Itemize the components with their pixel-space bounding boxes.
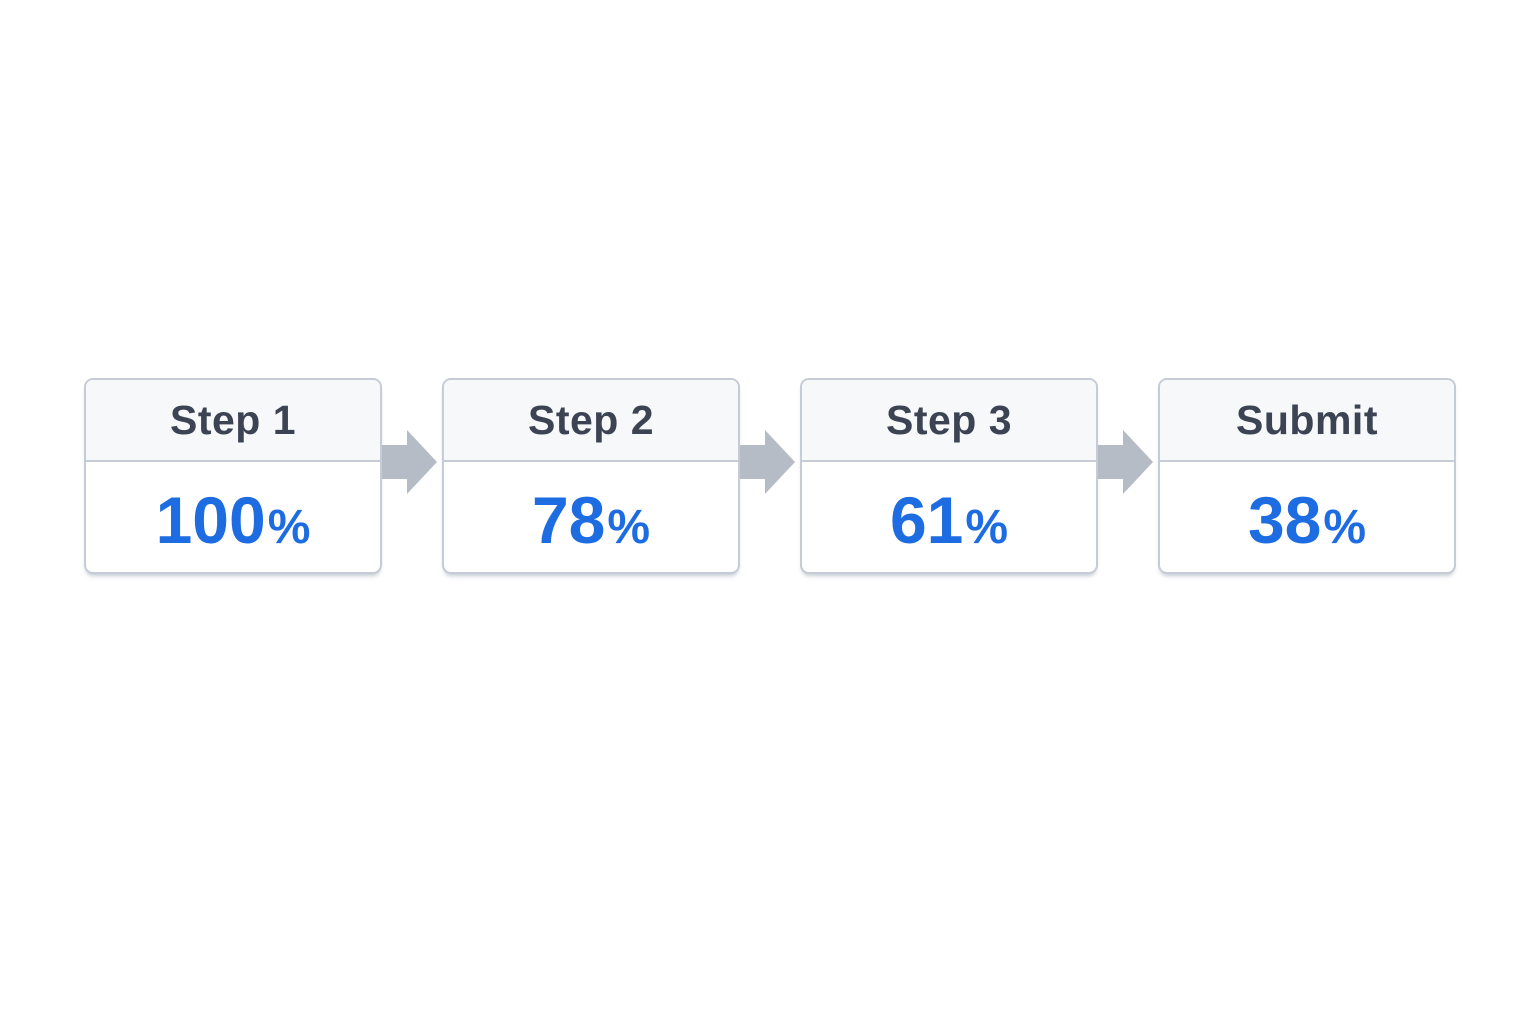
step-value-unit: % <box>607 501 651 554</box>
step-value-number: 38 <box>1247 483 1322 557</box>
funnel-step-card: Submit 38 % <box>1158 378 1456 574</box>
step-label: Step 1 <box>169 396 297 443</box>
step-card-body: 78 % <box>444 462 738 572</box>
arrow-cell <box>740 378 800 574</box>
arrow-right-icon <box>382 430 437 494</box>
step-value-unit: % <box>965 501 1009 554</box>
step-value: 61 % <box>890 487 1008 553</box>
step-value: 100 % <box>156 487 311 553</box>
step-label: Submit <box>1236 396 1378 443</box>
step-card-header: Step 3 <box>802 380 1096 462</box>
step-card-header: Step 2 <box>444 380 738 462</box>
funnel-row: Step 1 100 % Step 2 78 % S <box>84 378 1456 574</box>
step-value-number: 78 <box>531 483 606 557</box>
step-value-unit: % <box>1323 501 1367 554</box>
funnel-step-card: Step 3 61 % <box>800 378 1098 574</box>
arrow-cell <box>1098 378 1158 574</box>
arrow-right-icon <box>740 430 795 494</box>
step-value-number: 61 <box>889 483 964 557</box>
step-value-number: 100 <box>155 483 266 557</box>
step-card-header: Submit <box>1160 380 1454 462</box>
step-card-body: 38 % <box>1160 462 1454 572</box>
funnel-step-card: Step 1 100 % <box>84 378 382 574</box>
step-label: Step 3 <box>885 396 1013 443</box>
step-card-header: Step 1 <box>86 380 380 462</box>
step-value: 78 % <box>532 487 650 553</box>
arrow-right-icon <box>1098 430 1153 494</box>
arrow-cell <box>382 378 442 574</box>
step-card-body: 100 % <box>86 462 380 572</box>
step-card-body: 61 % <box>802 462 1096 572</box>
funnel-step-card: Step 2 78 % <box>442 378 740 574</box>
step-value-unit: % <box>267 501 311 554</box>
step-label: Step 2 <box>527 396 655 443</box>
step-value: 38 % <box>1248 487 1366 553</box>
